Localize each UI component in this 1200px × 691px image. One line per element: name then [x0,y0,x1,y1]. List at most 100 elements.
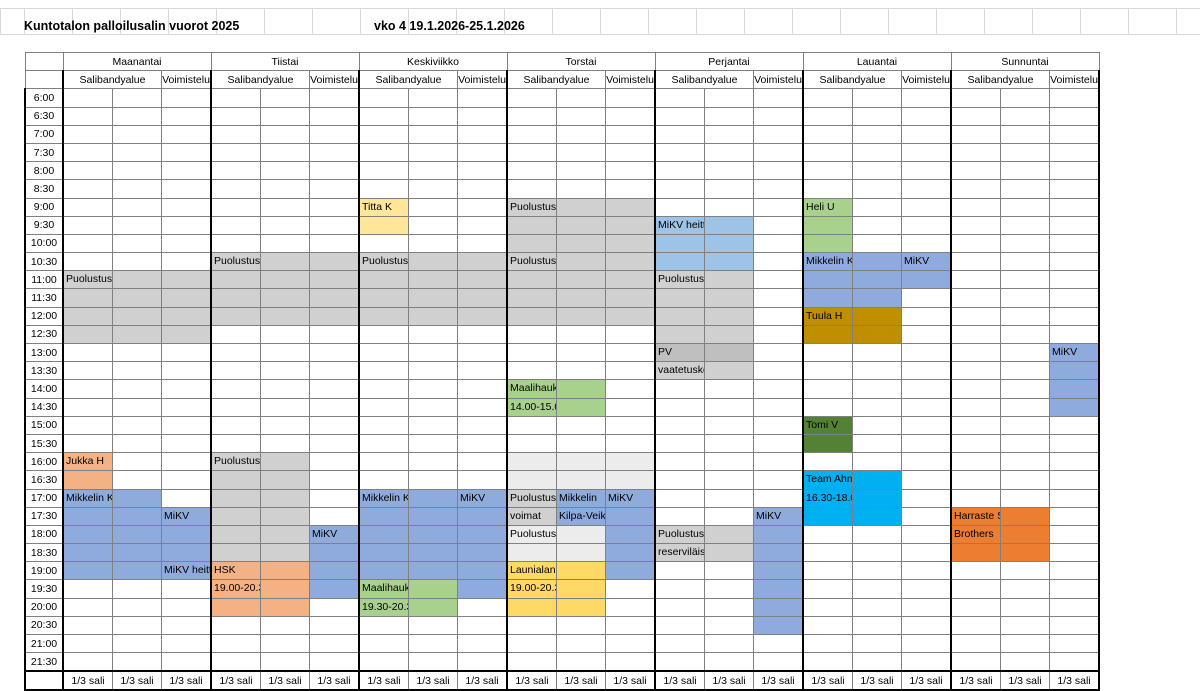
schedule-cell[interactable] [112,597,162,617]
schedule-cell-booked[interactable] [408,524,458,545]
schedule-cell-booked[interactable] [556,470,606,490]
schedule-cell[interactable] [210,142,261,163]
schedule-cell-booked[interactable]: vaatetuskorjaamo [654,361,705,381]
schedule-cell-booked[interactable] [1000,543,1050,563]
schedule-cell[interactable] [358,324,409,345]
schedule-cell-booked[interactable] [112,488,162,508]
schedule-cell[interactable] [704,142,754,163]
schedule-cell-booked[interactable] [260,452,310,472]
schedule-cell[interactable] [1000,597,1050,617]
schedule-cell[interactable] [62,361,113,381]
schedule-cell[interactable] [802,124,853,144]
schedule-cell[interactable] [112,470,162,490]
schedule-cell[interactable] [408,124,458,144]
schedule-cell[interactable] [1000,270,1050,290]
schedule-cell[interactable] [852,197,902,217]
schedule-cell-booked[interactable] [112,506,162,526]
schedule-cell[interactable] [556,88,606,108]
schedule-cell-booked[interactable] [457,252,508,272]
schedule-cell[interactable] [901,179,952,199]
schedule-cell[interactable] [556,324,606,345]
schedule-cell[interactable] [210,88,261,108]
schedule-cell[interactable] [457,142,508,163]
schedule-cell[interactable] [802,342,853,363]
schedule-cell[interactable] [309,433,360,454]
schedule-cell-booked[interactable] [62,561,113,581]
schedule-cell[interactable] [358,106,409,126]
schedule-cell[interactable] [704,506,754,526]
schedule-cell[interactable] [260,433,310,454]
schedule-cell[interactable] [1000,324,1050,345]
schedule-cell[interactable] [112,215,162,235]
schedule-cell-booked[interactable] [506,452,557,472]
schedule-cell-booked[interactable] [802,233,853,254]
schedule-cell-booked[interactable] [260,470,310,490]
schedule-cell[interactable] [457,633,508,654]
schedule-cell[interactable] [901,215,952,235]
schedule-cell[interactable] [161,124,212,144]
schedule-cell-booked[interactable] [112,306,162,326]
schedule-cell-booked[interactable]: Puolustusvoimat [62,270,113,290]
schedule-cell[interactable] [62,179,113,199]
schedule-cell-booked[interactable]: Team Ahma [802,470,853,490]
schedule-cell[interactable] [950,324,1001,345]
schedule-cell[interactable] [901,415,952,435]
schedule-cell-booked[interactable] [1000,506,1050,526]
schedule-cell-booked[interactable]: Puolustusvoimat [654,524,705,545]
schedule-cell-booked[interactable]: MiKV [605,488,656,508]
schedule-cell[interactable] [260,215,310,235]
schedule-cell-booked[interactable] [112,543,162,563]
schedule-cell[interactable] [753,361,804,381]
schedule-cell[interactable] [260,615,310,636]
schedule-cell-booked[interactable]: Puolustusvoimat [210,252,261,272]
schedule-cell[interactable] [1049,615,1100,636]
schedule-cell-booked[interactable] [506,288,557,308]
schedule-cell[interactable] [605,415,656,435]
schedule-cell[interactable] [309,342,360,363]
schedule-cell[interactable] [950,561,1001,581]
schedule-cell[interactable] [1000,361,1050,381]
schedule-cell[interactable] [506,142,557,163]
schedule-cell-booked[interactable] [161,543,212,563]
schedule-cell-booked[interactable]: Puolustusvoimat [358,252,409,272]
schedule-cell-booked[interactable] [210,543,261,563]
schedule-cell[interactable] [901,124,952,144]
schedule-cell[interactable] [654,470,705,490]
schedule-cell-booked[interactable] [408,597,458,617]
schedule-cell-booked[interactable] [1049,379,1100,399]
schedule-cell[interactable] [1049,415,1100,435]
schedule-cell[interactable] [753,397,804,417]
schedule-cell-booked[interactable]: MiKV [309,524,360,545]
schedule-cell[interactable] [506,161,557,181]
schedule-cell[interactable] [506,615,557,636]
schedule-cell[interactable] [260,342,310,363]
schedule-cell-booked[interactable] [852,506,902,526]
schedule-cell[interactable] [950,197,1001,217]
schedule-cell[interactable] [1049,488,1100,508]
schedule-cell[interactable] [161,452,212,472]
schedule-cell[interactable] [753,270,804,290]
schedule-cell[interactable] [309,415,360,435]
schedule-cell[interactable] [210,397,261,417]
schedule-cell-booked[interactable] [161,288,212,308]
schedule-cell[interactable] [112,161,162,181]
schedule-cell[interactable] [161,142,212,163]
schedule-cell-booked[interactable]: Puolustusvoimat [506,252,557,272]
schedule-cell[interactable] [62,161,113,181]
schedule-cell-booked[interactable] [408,288,458,308]
schedule-cell[interactable] [1000,579,1050,599]
schedule-cell-booked[interactable]: Mikkelin Kilpa-Veik [802,252,853,272]
schedule-body[interactable]: 6:00 6:30 7:00 7:30 8:00 8:30 9:00 Titta K Puolu… [24,88,1100,672]
schedule-cell[interactable] [852,415,902,435]
schedule-cell[interactable] [852,179,902,199]
schedule-cell[interactable] [654,433,705,454]
schedule-cell[interactable] [802,361,853,381]
schedule-cell[interactable] [704,106,754,126]
schedule-cell[interactable] [556,106,606,126]
schedule-cell[interactable] [210,179,261,199]
schedule-cell[interactable] [852,161,902,181]
schedule-cell[interactable] [802,88,853,108]
schedule-cell[interactable] [112,233,162,254]
schedule-cell-booked[interactable]: Maalihaukat [506,379,557,399]
schedule-cell-booked[interactable] [408,561,458,581]
